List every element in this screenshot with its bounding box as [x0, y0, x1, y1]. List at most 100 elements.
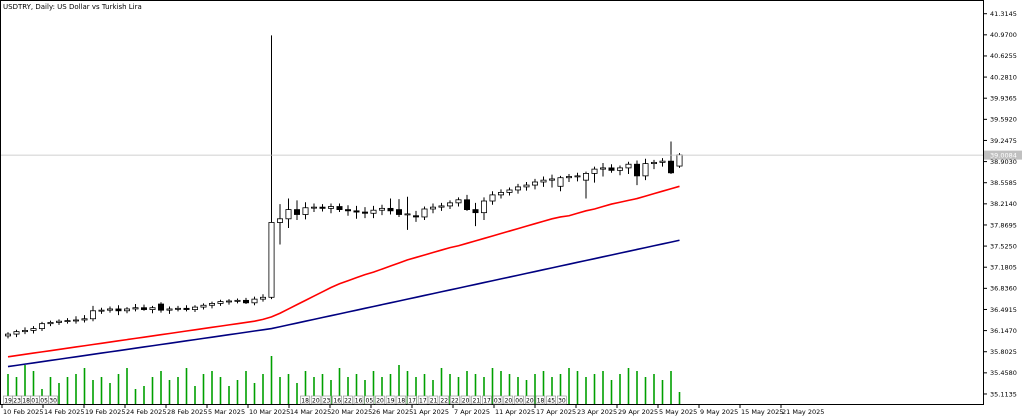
volume-tag-box-28	[535, 395, 546, 405]
x-tick-label-9: 26 Mar 2025	[372, 408, 413, 416]
candle-body-42	[361, 211, 368, 214]
volume-tag-box-15	[396, 395, 407, 405]
candle-body-36	[310, 206, 317, 209]
volume-tag-21: 20	[462, 398, 470, 405]
candle-body-28	[242, 299, 249, 304]
candle-body-13	[115, 308, 122, 312]
candle-body-10	[90, 310, 97, 320]
volume-tag-3: 01	[31, 398, 39, 405]
x-tick-label-6: 10 Mar 2025	[249, 408, 290, 416]
candle-body-17	[149, 307, 156, 310]
y-tick-label-4: 39.9365	[990, 95, 1017, 103]
current-price-label: 39.0084	[990, 151, 1017, 159]
volume-tag-16: 17	[408, 398, 416, 405]
volume-tag-box-18	[428, 395, 439, 405]
y-tick-label-17: 35.4580	[990, 369, 1017, 377]
y-tick-label-13: 36.8360	[990, 285, 1017, 293]
candle-body-59	[506, 189, 513, 193]
y-tick-label-1: 40.9700	[990, 31, 1017, 39]
x-tick-label-17: 9 May 2025	[700, 408, 738, 416]
volume-tag-box-27	[524, 395, 535, 405]
candle-body-24	[208, 303, 215, 306]
candle-body-37	[319, 206, 326, 209]
candle-body-56	[480, 200, 487, 214]
x-tick-label-8: 20 Mar 2025	[331, 408, 372, 416]
candle-body-61	[523, 184, 530, 188]
candle-body-77	[659, 160, 666, 163]
x-tick-label-4: 28 Feb 2025	[167, 408, 207, 416]
candle-body-44	[378, 207, 385, 211]
volume-tag-5: 30	[49, 398, 57, 405]
candle-body-30	[259, 296, 266, 300]
volume-tag-24: 03	[494, 398, 502, 405]
volume-tag-10: 22	[344, 398, 352, 405]
volume-tag-box-8	[321, 395, 332, 405]
y-tick-label-8: 38.5585	[990, 179, 1017, 187]
volume-tag-11: 16	[355, 398, 363, 405]
volume-tag-17: 17	[419, 398, 427, 405]
volume-tag-box-30	[556, 395, 567, 405]
candle-body-68	[583, 173, 590, 181]
y-tick-label-15: 36.1470	[990, 327, 1017, 335]
candle-body-73	[625, 163, 632, 169]
volume-tag-0: 19	[4, 398, 12, 405]
candle-body-5	[47, 322, 54, 325]
volume-tag-box-24	[492, 395, 503, 405]
x-tick-label-3: 24 Feb 2025	[126, 408, 166, 416]
volume-tag-23: 17	[483, 398, 491, 405]
candle-body-51	[438, 205, 445, 208]
candle-body-55	[472, 209, 479, 214]
candle-body-48	[412, 215, 419, 218]
candle-body-38	[327, 206, 334, 209]
y-tick-label-10: 37.8695	[990, 221, 1017, 229]
x-tick-label-12: 11 Apr 2025	[495, 408, 535, 416]
volume-tag-19: 22	[440, 398, 448, 405]
chart-title: USDTRY, Daily: US Dollar vs Turkish Lira	[3, 3, 142, 11]
candle-body-75	[642, 163, 649, 177]
x-axis: 10 Feb 2025 14 Feb 2025 19 Feb 2025 24 Feb …	[1, 404, 824, 416]
volume-tag-box-25	[503, 395, 514, 405]
volume-tag-20: 22	[451, 398, 459, 405]
volume-tag-26: 00	[515, 398, 523, 405]
candle-body-9	[81, 318, 88, 321]
volume-tag-13: 20	[376, 398, 384, 405]
volume-tag-box-21	[460, 395, 471, 405]
y-tick-label-18: 35.1135	[990, 390, 1017, 398]
y-axis: 41.3145 40.9700 40.6255 40.2810 39.9365 39.59…	[983, 10, 1017, 398]
candle-body-71	[608, 167, 615, 171]
candle-body-32	[276, 218, 283, 223]
candle-body-0	[5, 333, 11, 337]
volume-tag-box-13	[375, 395, 385, 405]
y-tick-label-3: 40.2810	[990, 73, 1017, 81]
candles	[5, 35, 683, 339]
x-tick-label-2: 19 Feb 2025	[85, 408, 125, 416]
volume-tag-30: 30	[558, 398, 566, 405]
y-tick-label-9: 38.2140	[990, 200, 1017, 208]
volume-tag-box-17	[417, 395, 428, 405]
volume-tags: 19 23 18 01 05 30 18 20 23 16 22 16 05 20 19 18 17 17 21 22…	[3, 395, 567, 405]
candle-body-22	[191, 306, 198, 310]
x-tick-label-14: 23 Apr 2025	[577, 408, 617, 416]
candle-body-62	[532, 181, 539, 186]
volume-tag-4: 05	[40, 398, 48, 405]
y-tick-label-2: 40.6255	[990, 52, 1017, 60]
volume-tag-2: 18	[22, 398, 30, 405]
volume-tag-box-16	[407, 395, 417, 405]
candle-body-47	[404, 213, 411, 216]
volume-tag-box-20	[449, 395, 460, 405]
candle-body-19	[166, 308, 173, 311]
volume-tag-22: 21	[473, 398, 481, 405]
candle-body-69	[591, 168, 598, 174]
moving-average-line-0	[7, 185, 680, 358]
candle-body-12	[107, 308, 114, 311]
candle-body-41	[353, 210, 360, 213]
candle-body-46	[395, 209, 402, 215]
candle-body-7	[64, 320, 71, 322]
candle-body-70	[600, 167, 607, 170]
x-tick-label-18: 15 May 2025	[741, 408, 783, 416]
x-tick-label-11: 7 Apr 2025	[454, 408, 490, 416]
volume-tag-box-5	[48, 395, 58, 405]
candle-body-50	[429, 206, 436, 210]
candle-body-49	[421, 208, 428, 218]
